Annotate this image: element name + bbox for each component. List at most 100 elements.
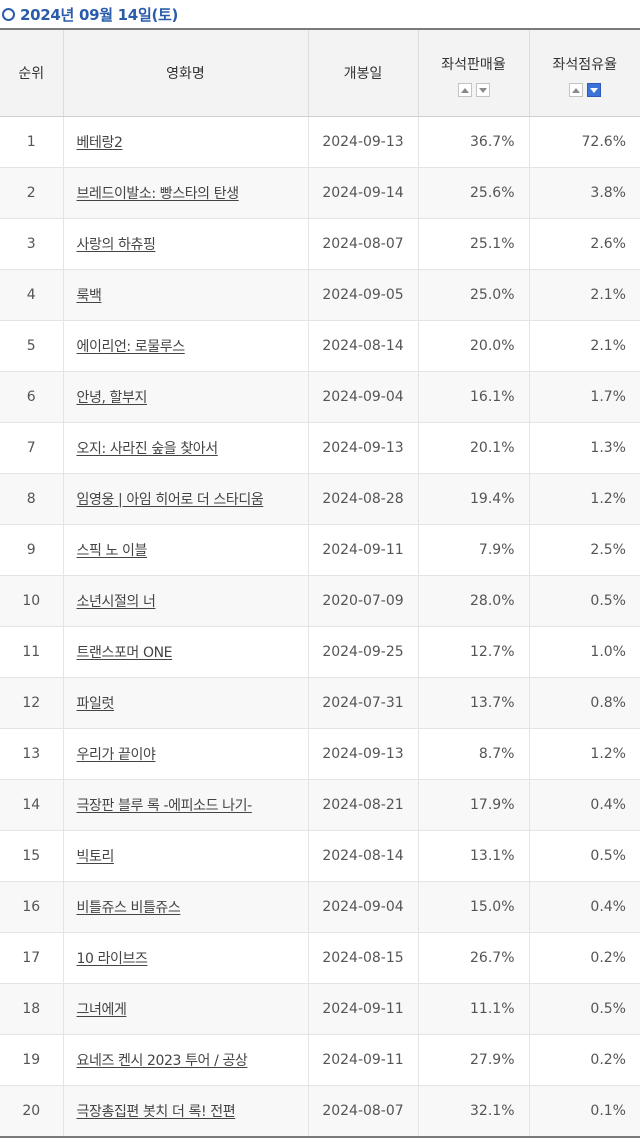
release-date-cell: 2024-09-05: [308, 270, 418, 321]
header-row: 순위 영화명 개봉일 좌석판매율 좌석점유율: [0, 29, 640, 117]
date-header: 2024년 09월 14일(토): [0, 0, 640, 28]
release-date-cell: 2024-09-11: [308, 984, 418, 1035]
movie-title-link[interactable]: 소년시절의 너: [77, 594, 156, 610]
movie-title-link[interactable]: 에이리언: 로물루스: [77, 339, 185, 355]
release-date-cell: 2024-08-21: [308, 780, 418, 831]
title-cell: 안녕, 할부지: [63, 372, 308, 423]
rank-cell: 17: [0, 933, 63, 984]
seat-share-rate-cell: 0.5%: [529, 576, 640, 627]
seat-sales-rate-cell: 13.1%: [418, 831, 529, 882]
sort-controls-sales-rate: [419, 83, 529, 97]
seat-sales-rate-cell: 25.0%: [418, 270, 529, 321]
title-cell: 임영웅 | 아임 히어로 더 스타디움: [63, 474, 308, 525]
seat-sales-rate-cell: 13.7%: [418, 678, 529, 729]
release-date-cell: 2024-08-07: [308, 219, 418, 270]
box-office-table: 순위 영화명 개봉일 좌석판매율 좌석점유율: [0, 28, 640, 1138]
header-rank: 순위: [0, 29, 63, 117]
release-date-cell: 2024-09-04: [308, 372, 418, 423]
seat-sales-rate-cell: 27.9%: [418, 1035, 529, 1086]
rank-cell: 16: [0, 882, 63, 933]
movie-title-link[interactable]: 브레드이발소: 빵스타의 탄생: [77, 186, 239, 202]
seat-share-rate-cell: 1.2%: [529, 474, 640, 525]
seat-sales-rate-cell: 17.9%: [418, 780, 529, 831]
rank-cell: 15: [0, 831, 63, 882]
movie-title-link[interactable]: 극장총집편 봇치 더 록! 전편: [77, 1104, 236, 1120]
release-date-cell: 2024-08-07: [308, 1086, 418, 1138]
release-date-cell: 2024-09-11: [308, 525, 418, 576]
release-date-cell: 2024-09-04: [308, 882, 418, 933]
movie-title-link[interactable]: 극장판 블루 록 -에피소드 나기-: [77, 798, 252, 814]
seat-sales-rate-cell: 12.7%: [418, 627, 529, 678]
movie-title-link[interactable]: 오지: 사라진 숲을 찾아서: [77, 441, 218, 457]
title-cell: 소년시절의 너: [63, 576, 308, 627]
seat-share-rate-cell: 0.2%: [529, 1035, 640, 1086]
sort-ascending-icon[interactable]: [569, 83, 583, 97]
movie-title-link[interactable]: 임영웅 | 아임 히어로 더 스타디움: [77, 492, 264, 508]
title-cell: 비틀쥬스 비틀쥬스: [63, 882, 308, 933]
rank-cell: 8: [0, 474, 63, 525]
movie-title-link[interactable]: 사랑의 하츄핑: [77, 237, 156, 253]
movie-title-link[interactable]: 빅토리: [77, 849, 114, 865]
header-seat-share-rate: 좌석점유율: [529, 29, 640, 117]
movie-title-link[interactable]: 비틀쥬스 비틀쥬스: [77, 900, 181, 916]
movie-title-link[interactable]: 안녕, 할부지: [77, 390, 148, 406]
release-date-cell: 2024-09-13: [308, 423, 418, 474]
movie-title-link[interactable]: 10 라이브즈: [77, 951, 148, 967]
seat-share-rate-cell: 2.6%: [529, 219, 640, 270]
title-cell: 베테랑2: [63, 117, 308, 168]
movie-title-link[interactable]: 그녀에게: [77, 1002, 127, 1018]
rank-cell: 5: [0, 321, 63, 372]
rank-cell: 7: [0, 423, 63, 474]
movie-title-link[interactable]: 우리가 끝이야: [77, 747, 156, 763]
rank-cell: 6: [0, 372, 63, 423]
title-cell: 10 라이브즈: [63, 933, 308, 984]
rank-cell: 11: [0, 627, 63, 678]
rank-cell: 20: [0, 1086, 63, 1138]
movie-title-link[interactable]: 요네즈 켄시 2023 투어 / 공상: [77, 1053, 248, 1069]
table-header: 순위 영화명 개봉일 좌석판매율 좌석점유율: [0, 29, 640, 117]
title-cell: 에이리언: 로물루스: [63, 321, 308, 372]
seat-share-rate-cell: 2.1%: [529, 321, 640, 372]
sort-descending-icon[interactable]: [587, 83, 601, 97]
movie-title-link[interactable]: 룩백: [77, 288, 102, 304]
movie-title-link[interactable]: 베테랑2: [77, 135, 123, 151]
sort-descending-icon[interactable]: [476, 83, 490, 97]
release-date-cell: 2024-08-14: [308, 321, 418, 372]
seat-sales-rate-cell: 16.1%: [418, 372, 529, 423]
seat-sales-rate-cell: 25.1%: [418, 219, 529, 270]
header-seat-share-rate-label: 좌석점유율: [530, 54, 640, 74]
title-cell: 오지: 사라진 숲을 찾아서: [63, 423, 308, 474]
title-cell: 사랑의 하츄핑: [63, 219, 308, 270]
title-cell: 요네즈 켄시 2023 투어 / 공상: [63, 1035, 308, 1086]
release-date-cell: 2024-08-15: [308, 933, 418, 984]
title-cell: 빅토리: [63, 831, 308, 882]
title-cell: 파일럿: [63, 678, 308, 729]
sort-ascending-icon[interactable]: [458, 83, 472, 97]
movie-title-link[interactable]: 스픽 노 이블: [77, 543, 148, 559]
seat-share-rate-cell: 0.5%: [529, 831, 640, 882]
rank-cell: 1: [0, 117, 63, 168]
seat-sales-rate-cell: 8.7%: [418, 729, 529, 780]
title-cell: 극장판 블루 록 -에피소드 나기-: [63, 780, 308, 831]
movie-title-link[interactable]: 트랜스포머 ONE: [77, 645, 173, 661]
seat-sales-rate-cell: 19.4%: [418, 474, 529, 525]
seat-sales-rate-cell: 11.1%: [418, 984, 529, 1035]
release-date-cell: 2024-07-31: [308, 678, 418, 729]
seat-share-rate-cell: 1.7%: [529, 372, 640, 423]
rank-cell: 12: [0, 678, 63, 729]
seat-sales-rate-cell: 20.1%: [418, 423, 529, 474]
seat-share-rate-cell: 1.0%: [529, 627, 640, 678]
movie-title-link[interactable]: 파일럿: [77, 696, 114, 712]
seat-sales-rate-cell: 7.9%: [418, 525, 529, 576]
title-cell: 그녀에게: [63, 984, 308, 1035]
